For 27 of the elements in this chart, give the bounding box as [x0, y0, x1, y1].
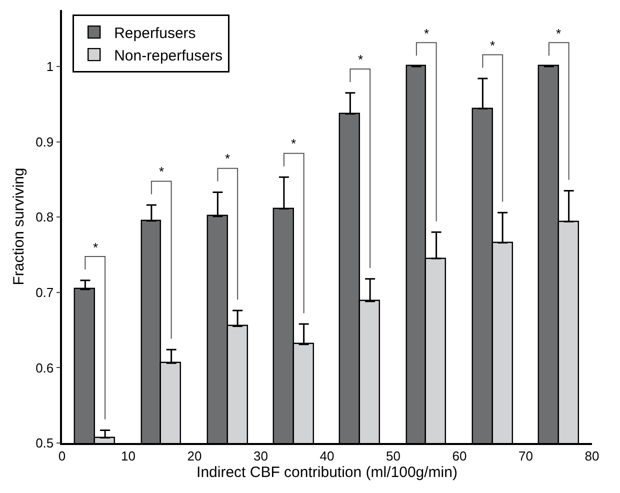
- x-tick-label: 70: [518, 448, 533, 464]
- x-tick-label: 10: [121, 448, 136, 464]
- x-tick-label: 80: [584, 448, 600, 464]
- x-tick-label: 60: [452, 448, 467, 464]
- y-axis-title: Fraction surviving: [10, 168, 28, 286]
- annotation: *: [424, 26, 430, 41]
- y-tick-label: 0.7: [36, 284, 54, 300]
- legend-label: Non-reperfusers: [114, 47, 222, 64]
- y-tick-label: 0.8: [36, 210, 54, 225]
- y-tick-label: 0.6: [36, 360, 54, 376]
- x-tick-label: 40: [320, 448, 334, 464]
- y-tick-label: 0.5: [36, 436, 54, 451]
- annotation: *: [291, 136, 296, 151]
- annotation: *: [93, 240, 98, 255]
- annotation: *: [358, 52, 364, 67]
- annotation: *: [159, 164, 164, 179]
- annotation: *: [490, 38, 496, 53]
- x-tick-label: 50: [386, 448, 400, 464]
- y-tick-label: 1: [46, 59, 54, 74]
- legend-label: Reperfusers: [114, 24, 196, 42]
- annotation: *: [225, 151, 230, 166]
- x-tick-label: 0: [58, 448, 66, 464]
- x-tick-label: 30: [254, 448, 268, 464]
- y-tick-label: 0.9: [36, 134, 54, 150]
- annotation: *: [556, 26, 562, 41]
- x-tick-label: 20: [187, 448, 202, 464]
- x-axis-title: Indirect CBF contribution (ml/100g/min): [196, 464, 458, 481]
